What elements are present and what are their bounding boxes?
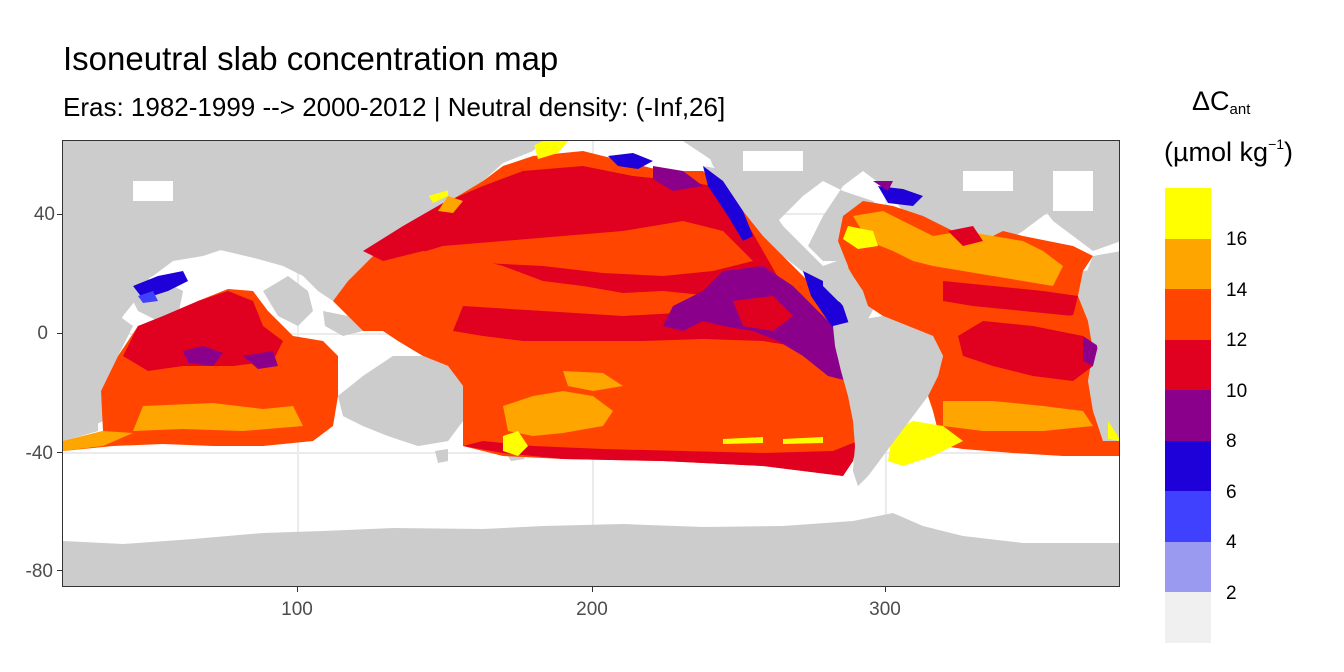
legend-label-12: 12 — [1226, 330, 1248, 351]
legend-label-8: 8 — [1226, 431, 1237, 452]
legend-title: ΔCant — [1192, 86, 1251, 118]
x-tickmark — [297, 587, 298, 592]
x-tickmark — [592, 587, 593, 592]
y-tickmark — [57, 570, 62, 571]
legend-swatch — [1165, 339, 1211, 390]
y-tick-40: 40 — [33, 204, 55, 225]
legend-label-6: 6 — [1226, 482, 1237, 503]
legend-swatch — [1165, 238, 1211, 289]
chart-title: Isoneutral slab concentration map — [63, 40, 559, 77]
x-tick-200: 200 — [576, 599, 608, 620]
legend-label-16: 16 — [1226, 229, 1248, 250]
legend-swatch — [1165, 289, 1211, 340]
y-tick-neg80: -80 — [25, 561, 53, 582]
y-tick-neg40: -40 — [25, 443, 53, 464]
map-panel — [62, 140, 1120, 587]
legend-swatch — [1165, 390, 1211, 441]
legend-label-4: 4 — [1226, 532, 1237, 553]
x-tick-300: 300 — [869, 599, 901, 620]
legend-swatch — [1165, 592, 1211, 643]
legend-label-10: 10 — [1226, 381, 1248, 402]
antarctica — [63, 513, 1119, 586]
legend-label-14: 14 — [1226, 280, 1248, 301]
legend-swatch — [1165, 491, 1211, 542]
y-tick-0: 0 — [37, 323, 48, 344]
legend-swatch — [1165, 188, 1211, 239]
legend-colorbar — [1165, 188, 1211, 643]
legend-swatch — [1165, 440, 1211, 491]
chart-subtitle: Eras: 1982-1999 --> 2000-2012 | Neutral … — [63, 92, 726, 122]
y-tickmark — [57, 333, 62, 334]
x-tickmark — [885, 587, 886, 592]
legend-label-2: 2 — [1226, 583, 1237, 604]
land-white-patches — [133, 151, 1093, 211]
y-tickmark — [57, 214, 62, 215]
x-tick-100: 100 — [281, 599, 313, 620]
map-svg — [63, 141, 1119, 586]
legend-unit: (µmol kg−1) — [1164, 136, 1294, 167]
ocean-fields — [63, 141, 1119, 476]
legend-swatch — [1165, 541, 1211, 592]
y-tickmark — [57, 452, 62, 453]
